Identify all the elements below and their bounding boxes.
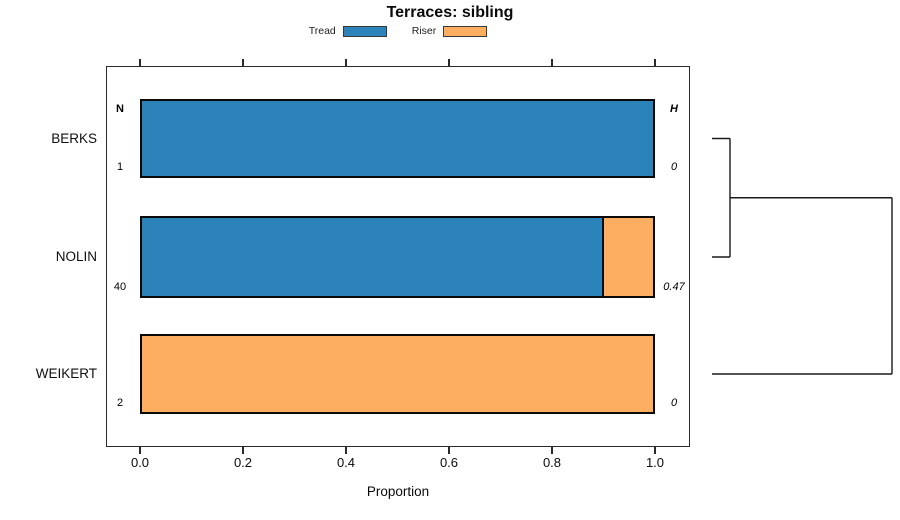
x-tick-bottom — [139, 447, 141, 454]
h-column-header: H — [670, 103, 678, 115]
legend-entry-riser: Riser — [412, 25, 488, 37]
x-tick-top — [654, 59, 656, 66]
row-label-weikert: WEIKERT — [35, 366, 97, 381]
x-tick-bottom — [654, 447, 656, 454]
x-tick-bottom — [242, 447, 244, 454]
x-tick-label: 0.4 — [336, 455, 356, 470]
legend-entry-tread: Tread — [309, 25, 387, 37]
h-value: 0.47 — [663, 281, 685, 293]
x-axis-title: Proportion — [366, 484, 430, 499]
row-label-berks: BERKS — [51, 130, 97, 146]
x-tick-bottom — [345, 447, 347, 454]
bar-segment-tread — [142, 218, 602, 296]
chart-title: Terraces: sibling — [386, 4, 514, 21]
n-value: 1 — [116, 161, 124, 173]
n-column-header: N — [116, 103, 124, 115]
x-tick-top — [345, 59, 347, 66]
x-tick-label: 0.8 — [542, 455, 562, 470]
legend-label-riser: Riser — [411, 25, 437, 37]
x-tick-label: 0.6 — [439, 455, 459, 470]
legend-label-tread: Tread — [308, 25, 336, 37]
x-tick-label: 1.0 — [645, 455, 665, 470]
x-tick-label: 0.2 — [233, 455, 253, 470]
legend-swatch-tread — [342, 25, 387, 37]
x-tick-top — [139, 59, 141, 66]
bar-berks — [140, 99, 655, 178]
bar-nolin — [140, 216, 655, 298]
bar-segment-tread — [142, 101, 653, 176]
n-value: 2 — [116, 397, 124, 409]
bar-weikert — [140, 334, 655, 414]
h-value: 0 — [670, 397, 678, 409]
x-tick-top — [242, 59, 244, 66]
x-tick-bottom — [448, 447, 450, 454]
bar-segment-riser — [601, 218, 653, 296]
bar-segment-riser — [142, 336, 653, 412]
plot-area-frame — [106, 66, 690, 447]
x-tick-top — [448, 59, 450, 66]
x-tick-bottom — [551, 447, 553, 454]
legend-swatch-riser — [443, 25, 488, 37]
h-value: 0 — [670, 161, 678, 173]
legend: Tread Riser — [106, 25, 690, 37]
x-tick-top — [551, 59, 553, 66]
row-label-nolin: NOLIN — [55, 249, 97, 264]
n-value: 40 — [113, 281, 127, 293]
x-tick-label: 0.0 — [130, 455, 150, 470]
